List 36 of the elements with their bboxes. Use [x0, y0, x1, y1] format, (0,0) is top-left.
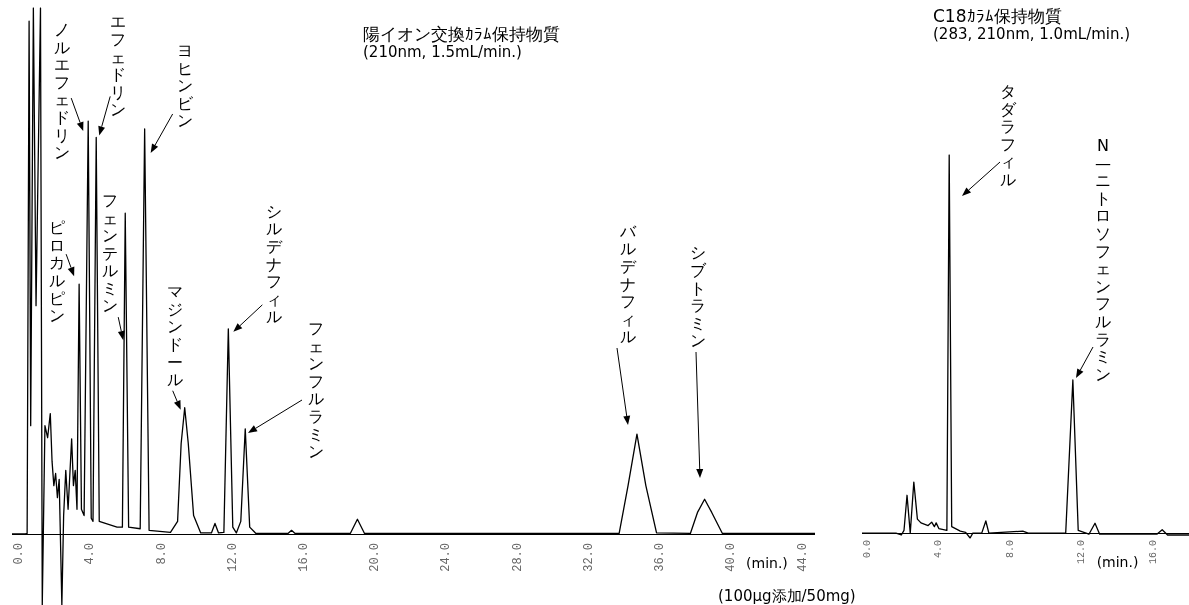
x-tick-label: 36.0	[653, 542, 668, 572]
x-tick-label: 8.0	[154, 542, 169, 565]
x-tick-label: 12.0	[1076, 540, 1088, 565]
x-tick-label: 32.0	[581, 542, 596, 572]
annotation: エフェドリン	[109, 12, 128, 120]
x-tick-label: 0.0	[861, 540, 873, 559]
annotation: シルデナフィル	[265, 201, 284, 327]
annotation: ピロカルピン	[48, 218, 67, 326]
x-tick-label: 12.0	[225, 542, 240, 572]
x-tick-label: 16.0	[297, 542, 311, 572]
x-axis-title: (min.)	[1096, 554, 1139, 571]
annotation: ノルエフェドリン	[53, 20, 72, 163]
annotation: バルデナフィル	[619, 221, 637, 347]
x-axis-title: (min.)	[746, 554, 788, 571]
annotation: (100μg添加/50mg)	[718, 587, 856, 605]
chart-subtitle: (283, 210nm, 1.0mL/min.)	[933, 24, 1131, 43]
text: (210nm, 1.5mL/min.)	[363, 42, 522, 61]
x-tick-label: 0.0	[12, 542, 27, 565]
x-tick-label: 4.0	[933, 540, 945, 559]
x-tick-label: 16.0	[1147, 540, 1159, 565]
annotation: フェンフルラミン	[307, 319, 325, 462]
annotation: マジンドール	[165, 282, 184, 390]
x-tick-label: 28.0	[510, 542, 525, 572]
chart-title: C18ｶﾗﾑ保持物質	[933, 5, 1062, 26]
x-tick-label: 20.0	[368, 542, 383, 572]
text: 陽イオン交換ｶﾗﾑ保持物質	[363, 23, 560, 44]
annotation: フェンテルミン	[101, 190, 120, 316]
x-tick-label: 8.0	[1004, 540, 1016, 559]
annotation: ヨヒンビン	[175, 40, 194, 131]
x-tick-label: 40.0	[724, 542, 739, 572]
text: N—ニトロソフェンフルラミン	[1095, 136, 1111, 384]
x-tick-label: 44.0	[795, 542, 810, 572]
annotation: タダラフィル	[999, 82, 1017, 189]
x-tick-label: 24.0	[439, 542, 454, 572]
annotation: シブトラミン	[689, 243, 707, 351]
x-tick-label: 4.0	[83, 542, 98, 565]
